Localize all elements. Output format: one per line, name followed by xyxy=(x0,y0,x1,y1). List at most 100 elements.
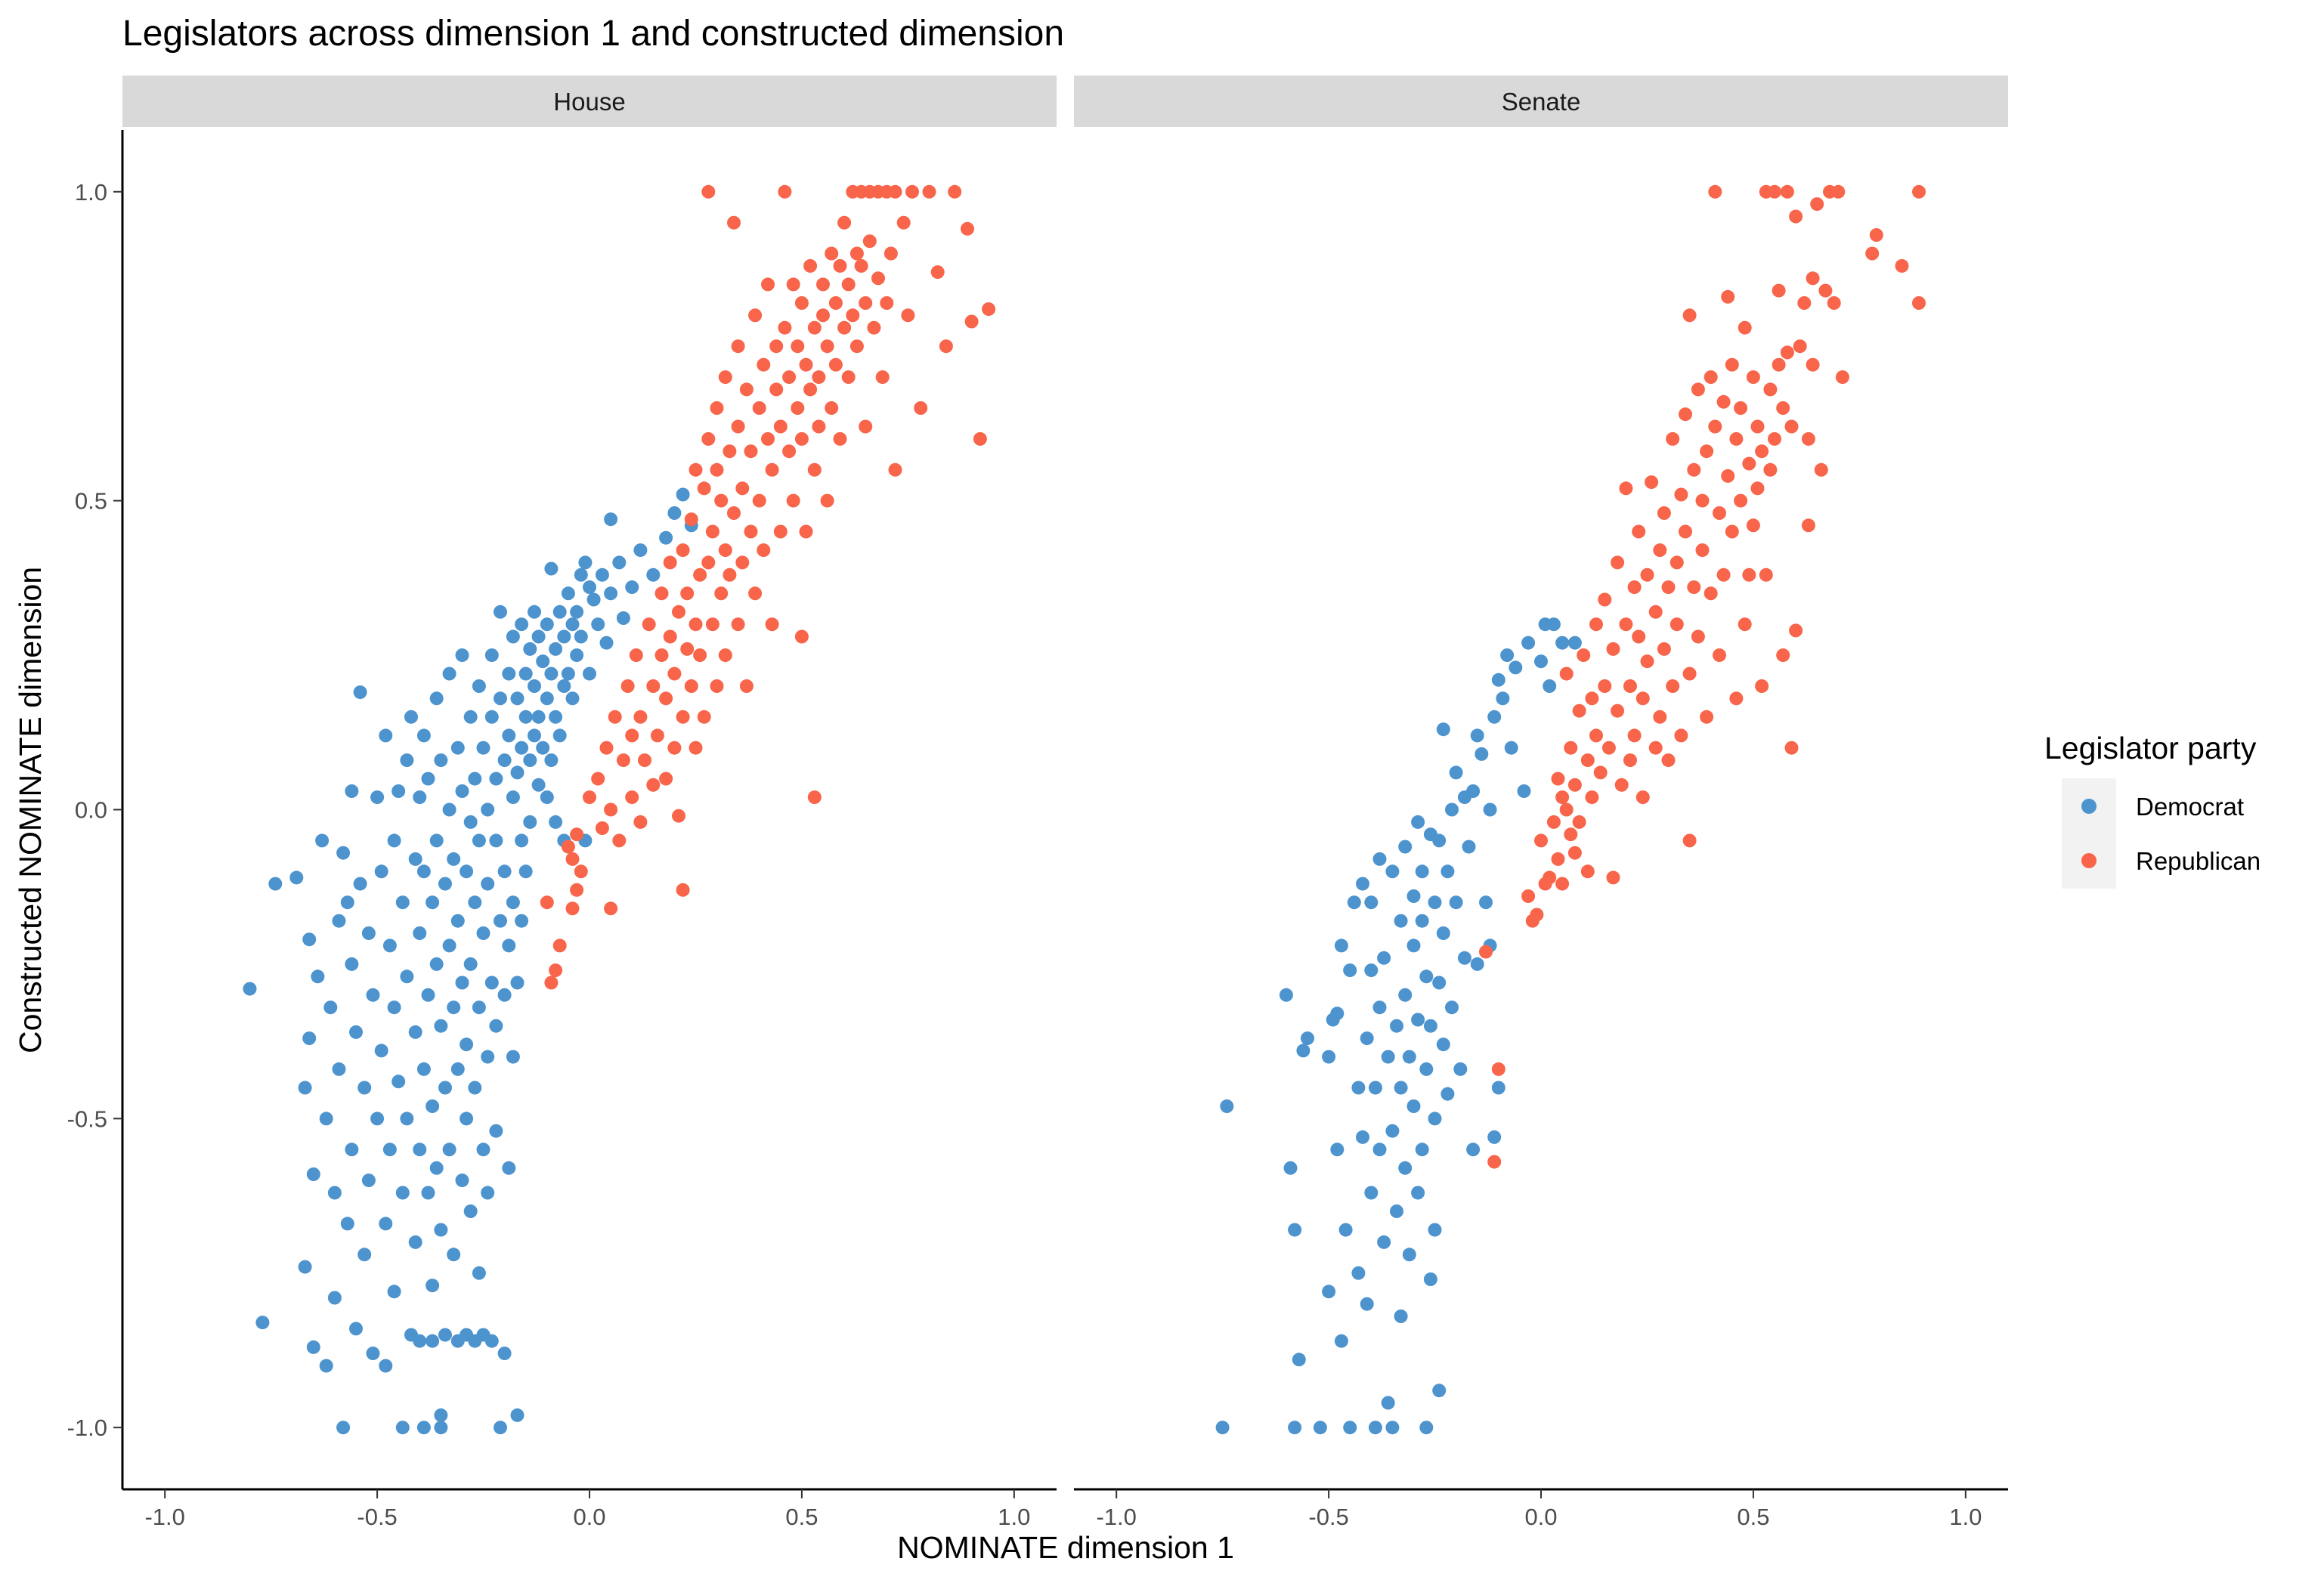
point-democrat xyxy=(1330,1006,1345,1021)
point-republican xyxy=(1704,586,1718,601)
point-republican xyxy=(794,296,809,310)
x-tick-label: 0.5 xyxy=(1737,1504,1769,1530)
point-republican xyxy=(697,710,711,724)
x-axis-senate: -1.0 -0.5 0.0 0.5 1.0 xyxy=(1074,1488,2008,1530)
point-democrat xyxy=(494,691,507,706)
point-republican xyxy=(654,586,669,601)
point-democrat xyxy=(395,1421,410,1435)
point-democrat xyxy=(366,988,380,1002)
point-republican xyxy=(849,339,864,354)
point-democrat xyxy=(413,1334,427,1348)
point-republican xyxy=(807,320,822,335)
point-republican xyxy=(1695,543,1710,558)
point-democrat xyxy=(1491,1081,1505,1095)
point-republican xyxy=(812,419,826,434)
point-republican xyxy=(1627,580,1642,595)
point-democrat xyxy=(561,666,575,681)
point-republican xyxy=(739,679,754,693)
point-democrat xyxy=(298,1081,312,1095)
point-democrat xyxy=(1487,710,1502,724)
point-republican xyxy=(1606,870,1620,885)
point-democrat xyxy=(489,1019,503,1033)
point-republican xyxy=(1865,246,1880,261)
point-democrat xyxy=(1432,976,1447,990)
point-republican xyxy=(1691,629,1705,644)
point-democrat xyxy=(438,1328,452,1342)
point-democrat xyxy=(518,666,533,681)
point-republican xyxy=(1721,289,1735,304)
point-republican xyxy=(705,617,719,632)
point-republican xyxy=(1679,407,1692,422)
point-democrat xyxy=(1411,1186,1425,1200)
point-republican xyxy=(1780,345,1794,360)
y-axis: -1.0 -0.5 0.0 0.5 1.0 xyxy=(67,130,124,1489)
point-democrat xyxy=(1394,1081,1408,1095)
point-republican xyxy=(1742,456,1756,471)
point-democrat xyxy=(319,1359,333,1373)
point-republican xyxy=(604,901,618,916)
point-republican xyxy=(710,462,724,477)
point-democrat xyxy=(1428,1112,1442,1126)
point-democrat xyxy=(586,592,601,607)
point-republican xyxy=(1666,431,1680,446)
point-republican xyxy=(744,524,758,539)
point-democrat xyxy=(298,1260,312,1274)
point-democrat xyxy=(1470,957,1484,971)
point-republican xyxy=(604,802,618,817)
point-republican xyxy=(1763,382,1778,397)
point-democrat xyxy=(523,642,537,656)
point-republican xyxy=(1713,648,1726,663)
point-republican xyxy=(794,629,809,644)
point-democrat xyxy=(565,617,580,632)
point-democrat xyxy=(476,926,490,940)
point-democrat xyxy=(1521,635,1536,650)
point-democrat xyxy=(544,561,559,576)
point-republican xyxy=(1559,802,1574,817)
point-republican xyxy=(854,258,868,273)
point-democrat xyxy=(450,1062,465,1076)
point-republican xyxy=(663,629,677,644)
point-democrat xyxy=(510,1408,525,1422)
point-republican xyxy=(1564,827,1578,842)
point-democrat xyxy=(1330,1142,1345,1157)
point-democrat xyxy=(1441,1087,1455,1101)
point-republican xyxy=(1585,790,1599,805)
point-republican xyxy=(1776,648,1790,663)
point-democrat xyxy=(1546,617,1561,632)
point-democrat xyxy=(1402,1248,1416,1262)
point-republican xyxy=(1895,258,1909,273)
point-democrat xyxy=(625,580,639,595)
point-republican xyxy=(905,184,919,199)
point-republican xyxy=(1746,370,1760,385)
point-republican xyxy=(1835,370,1849,385)
point-democrat xyxy=(345,784,359,798)
point-democrat xyxy=(1423,1019,1437,1033)
point-republican xyxy=(799,524,813,539)
point-democrat xyxy=(494,604,507,619)
point-democrat xyxy=(1381,1396,1395,1410)
point-democrat xyxy=(1372,852,1387,866)
point-democrat xyxy=(1338,1223,1353,1237)
point-democrat xyxy=(510,765,525,780)
point-republican xyxy=(1580,864,1595,879)
point-republican xyxy=(1546,815,1561,829)
point-democrat xyxy=(544,753,559,768)
point-republican xyxy=(791,339,805,354)
point-democrat xyxy=(1377,1235,1391,1249)
point-republican xyxy=(1806,271,1820,286)
point-democrat xyxy=(481,1050,495,1064)
point-democrat xyxy=(468,771,482,786)
point-democrat xyxy=(336,1421,351,1435)
point-republican xyxy=(914,401,928,415)
point-democrat xyxy=(557,629,571,644)
point-republican xyxy=(765,462,779,477)
point-democrat xyxy=(1457,951,1471,965)
point-republican xyxy=(1661,753,1676,768)
point-republican xyxy=(1763,462,1778,477)
point-democrat xyxy=(416,728,431,743)
point-republican xyxy=(930,265,945,280)
point-democrat xyxy=(1479,895,1493,910)
point-democrat xyxy=(1432,833,1447,848)
point-republican xyxy=(1670,555,1684,570)
